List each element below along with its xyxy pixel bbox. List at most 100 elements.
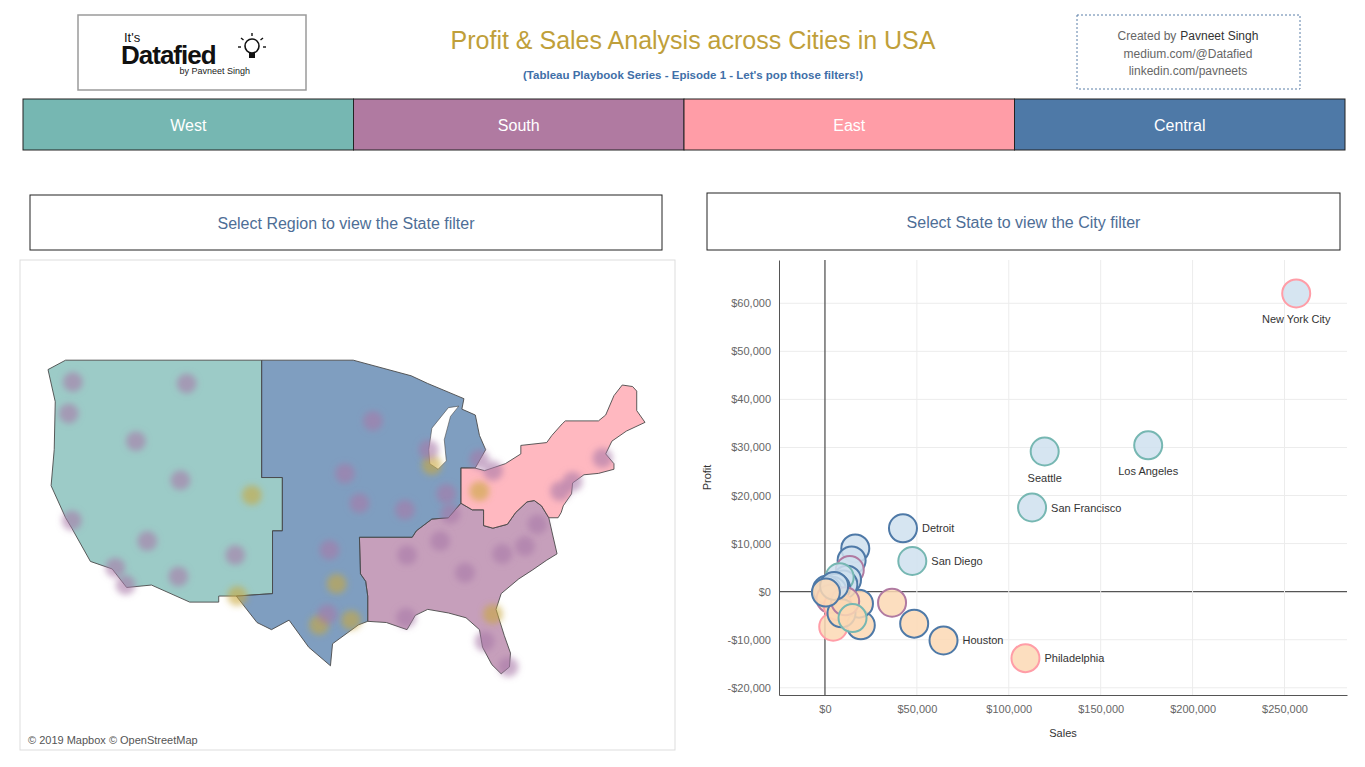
map-point: [396, 608, 416, 628]
map-region: [48, 360, 282, 602]
point: [878, 589, 906, 617]
map-point: [126, 431, 146, 451]
region-button-bg[interactable]: [23, 99, 354, 150]
tick-label: $50,000: [897, 703, 937, 715]
map-point: [419, 440, 439, 460]
map-region: [461, 385, 645, 528]
region-button-label[interactable]: West: [170, 117, 207, 134]
map-point: [177, 373, 197, 393]
map-point: [515, 536, 535, 556]
map-point: [242, 485, 262, 505]
grid-line: [779, 351, 1347, 352]
grid-line: [779, 687, 1347, 688]
grid: [779, 260, 1347, 695]
tick-label: $0: [819, 703, 831, 715]
map-points: [59, 372, 613, 677]
tick-label: $200,000: [1170, 703, 1216, 715]
region-button[interactable]: South: [354, 99, 685, 150]
credits-link: linkedin.com/pavneets: [1129, 64, 1248, 78]
map-point: [341, 610, 361, 630]
icon-part: [238, 46, 241, 47]
map-panel: [20, 260, 675, 750]
filter-prompt: Select State to view the City filter: [907, 214, 1142, 231]
point: [839, 604, 867, 632]
tick: $250,000: [1262, 695, 1308, 715]
map-point: [63, 372, 83, 392]
point-label: San Diego: [931, 555, 982, 567]
points: [812, 279, 1310, 672]
map-point: [475, 631, 495, 651]
icon-part: [241, 38, 244, 40]
map-point: [397, 545, 417, 565]
logo-box: [78, 15, 306, 90]
region-button-bg[interactable]: [684, 99, 1015, 150]
tick: $60,000: [731, 297, 779, 309]
tick: $200,000: [1170, 695, 1216, 715]
icon-part: [251, 33, 252, 36]
tick: $30,000: [731, 441, 779, 453]
map-point: [527, 514, 547, 534]
axis-line: [779, 261, 780, 696]
tick-label: $60,000: [731, 297, 771, 309]
region-button-label[interactable]: East: [833, 117, 866, 134]
subtitle: (Tableau Playbook Series - Episode 1 - L…: [523, 69, 863, 81]
point: [930, 626, 958, 654]
point: [889, 514, 917, 542]
region-button-bg[interactable]: [354, 99, 685, 150]
map-point: [227, 586, 247, 606]
region-button-label[interactable]: South: [498, 117, 540, 134]
map-point: [498, 657, 518, 677]
map-point: [137, 531, 157, 551]
grid-line: [779, 303, 1347, 304]
tick: $50,000: [897, 695, 937, 715]
map-point: [170, 470, 190, 490]
point-label: Seattle: [1028, 472, 1062, 484]
region-button-bg[interactable]: [1015, 99, 1346, 150]
map-region: [236, 360, 485, 666]
map-regions: [48, 360, 645, 674]
region-button[interactable]: Central: [1015, 99, 1346, 150]
map-point: [327, 574, 347, 594]
filter-box: [30, 195, 662, 250]
filter-prompts: Select Region to view the State filterSe…: [30, 193, 1340, 250]
tick: $40,000: [731, 393, 779, 405]
axis-line: [780, 695, 1348, 696]
icon-part: [249, 53, 255, 58]
tick-label: $20,000: [731, 490, 771, 502]
region-buttons: West South East Central: [23, 99, 1345, 150]
map-point: [436, 484, 456, 504]
tick: $0: [759, 586, 779, 598]
point-label: Philadelphia: [1044, 652, 1105, 664]
grid-line: [1008, 260, 1009, 695]
header: It'sDatafiedby Pavneet SinghProfit & Sal…: [78, 15, 1300, 90]
grid-line: [1100, 260, 1101, 695]
map-point: [105, 558, 125, 578]
y-axis: -$20,000-$10,000$0$10,000$20,000$30,000$…: [728, 261, 780, 696]
map-point: [349, 493, 369, 513]
tick: -$20,000: [728, 682, 779, 694]
point-labels: New York CityLos AngelesSeattleSan Franc…: [922, 313, 1331, 664]
map-point: [363, 411, 383, 431]
point-label: Los Angeles: [1118, 465, 1178, 477]
icon-part: [261, 38, 264, 40]
tick-label: $250,000: [1262, 703, 1308, 715]
tick-label: $100,000: [986, 703, 1032, 715]
region-button-label[interactable]: Central: [1154, 117, 1206, 134]
icon-part: [263, 46, 266, 47]
tick-label: $40,000: [731, 393, 771, 405]
x-axis: $0$50,000$100,000$150,000$200,000$250,00…: [780, 695, 1348, 715]
credits-author: Pavneet Singh: [1180, 29, 1258, 43]
map-credit: © 2019 Mapbox © OpenStreetMap: [28, 734, 198, 746]
grid-line: [779, 447, 1347, 448]
point-label: Houston: [963, 634, 1004, 646]
map-point: [62, 510, 82, 530]
point-label: San Francisco: [1051, 502, 1121, 514]
scatter-chart: -$20,000-$10,000$0$10,000$20,000$30,000$…: [701, 260, 1348, 739]
grid-line: [779, 495, 1347, 496]
region-button[interactable]: West: [23, 99, 354, 150]
tick-label: $0: [759, 586, 771, 598]
logo-byline: by Pavneet Singh: [179, 66, 250, 76]
region-button[interactable]: East: [684, 99, 1015, 150]
map-point: [483, 461, 503, 481]
credits-link: medium.com/@Datafied: [1124, 47, 1253, 61]
